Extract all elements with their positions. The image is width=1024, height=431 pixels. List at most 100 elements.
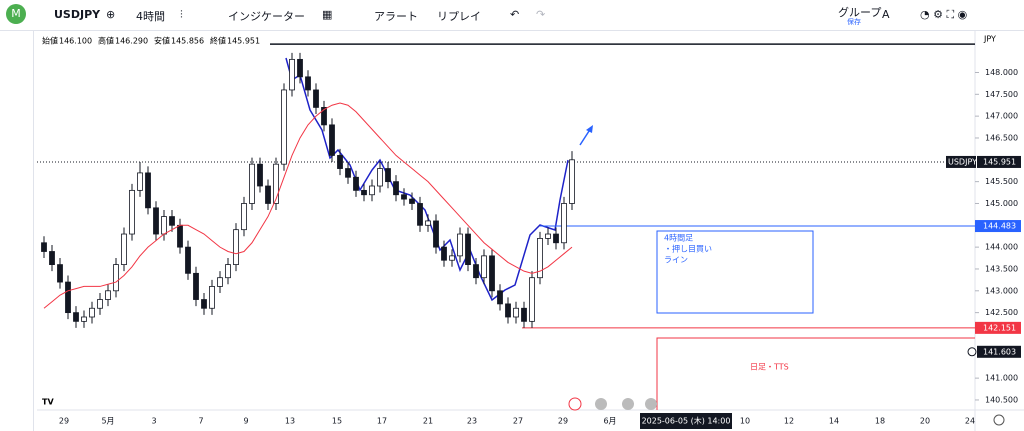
candle-body xyxy=(473,264,479,279)
candle-body xyxy=(241,203,247,231)
x-tick-label: 5月 xyxy=(101,417,114,426)
candle-body xyxy=(529,277,535,322)
candle-body xyxy=(41,242,47,252)
y-tick-label: 146.500 xyxy=(985,133,1018,142)
layouts[interactable]: ▦ xyxy=(322,8,333,21)
y-tick-label: 147.500 xyxy=(985,90,1018,99)
annotation-box xyxy=(656,230,814,314)
candle-body xyxy=(97,299,103,309)
drawing-toolbar xyxy=(0,31,34,431)
group-save[interactable]: 保存 xyxy=(847,18,861,26)
candle-body xyxy=(521,307,527,322)
ohlc-label: 高値 xyxy=(98,36,114,46)
ohlc-label: 終値 xyxy=(210,36,226,46)
currency[interactable]: JPY xyxy=(983,35,996,44)
crosshair-price: 141.603 xyxy=(983,347,1016,356)
price-label: 142.151 xyxy=(983,323,1016,332)
candle-body xyxy=(465,233,471,266)
candle-body xyxy=(433,220,439,248)
x-tick-label: 20 xyxy=(920,417,930,426)
candle-body xyxy=(209,286,215,309)
price-label-bg xyxy=(975,220,1021,233)
group[interactable]: グループ xyxy=(838,6,882,19)
annotation-box xyxy=(656,337,975,410)
indicators[interactable]: インジケーター xyxy=(228,10,305,23)
candle-body xyxy=(369,185,375,196)
candle-body xyxy=(569,159,575,204)
event-icon[interactable] xyxy=(645,398,657,410)
tools[interactable]: ◔ ⚙ ⛶ ◉ xyxy=(920,8,968,21)
candle-body xyxy=(129,189,135,235)
candle-body xyxy=(201,299,207,309)
candle-body xyxy=(225,264,231,279)
candle-body xyxy=(361,189,367,196)
candle-body xyxy=(385,168,391,183)
symbol-label: USDJPY xyxy=(948,157,977,166)
candle-body xyxy=(161,216,167,235)
event-icon[interactable] xyxy=(622,398,634,410)
annotation: 4時間足 xyxy=(664,234,693,243)
y-tick-label: 141.000 xyxy=(985,374,1018,383)
candle-body xyxy=(313,89,319,108)
avatar[interactable]: M xyxy=(6,4,26,24)
y-tick-label: 145.500 xyxy=(985,177,1018,186)
y-tick-label: 144.000 xyxy=(985,243,1018,252)
add-symbol[interactable]: ⊕ xyxy=(106,8,116,21)
crosshair-plus xyxy=(967,347,977,357)
ohlc-label: 安値 xyxy=(154,36,170,46)
candle-body xyxy=(153,207,159,235)
x-tick-label: 6月 xyxy=(603,417,616,426)
candle-body xyxy=(49,251,55,266)
crosshair-date-bg xyxy=(640,413,732,429)
candle-body xyxy=(457,233,463,257)
x-tick-label: 15 xyxy=(332,417,342,426)
candle-body xyxy=(561,203,567,244)
candle-body xyxy=(233,229,239,266)
y-tick-label: 140.500 xyxy=(985,395,1018,404)
candle-body xyxy=(321,107,327,126)
ohlc-value: 146.100 xyxy=(59,37,92,46)
y-tick-label: 148.000 xyxy=(985,68,1018,77)
undo[interactable]: ↶ xyxy=(510,8,520,21)
candle-body xyxy=(337,155,343,169)
candle-body xyxy=(425,220,431,226)
y-tick-label: 145.000 xyxy=(985,199,1018,208)
arrow-head xyxy=(586,125,593,133)
top-toolbar: M USDJPY ⊕ 4時間 ⫶ インジケーター ▦ アラート リプレイ ↶ ↷… xyxy=(0,0,1024,31)
logo: TV xyxy=(42,398,54,407)
candle-body xyxy=(121,233,127,266)
price-label: 145.951 xyxy=(983,157,1016,166)
y-tick-label: 143.000 xyxy=(985,286,1018,295)
candle-body xyxy=(81,316,87,322)
candle-body xyxy=(89,307,95,318)
trend-line xyxy=(285,57,569,302)
candle-body xyxy=(105,290,111,300)
candle-body xyxy=(513,307,519,318)
candle-body xyxy=(497,290,503,305)
alert[interactable]: アラート xyxy=(374,10,418,23)
candle-body xyxy=(297,58,303,78)
event-icon[interactable] xyxy=(595,398,607,410)
chart-style[interactable]: ⫶ xyxy=(180,8,183,21)
candle-body xyxy=(265,185,271,204)
x-tick-label: 29 xyxy=(558,417,568,426)
settings[interactable] xyxy=(993,414,1005,426)
candle-body xyxy=(441,246,447,261)
x-tick-label: 23 xyxy=(467,417,477,426)
ohlc-label: 始値 xyxy=(42,36,58,46)
redo[interactable]: ↷ xyxy=(536,8,546,21)
replay[interactable]: リプレイ xyxy=(437,10,481,23)
interval[interactable]: 4時間 xyxy=(136,10,165,23)
candle-body xyxy=(273,163,279,204)
x-tick-label: 10 xyxy=(740,417,750,426)
symbol[interactable]: USDJPY xyxy=(54,8,101,21)
event-icon[interactable] xyxy=(568,397,582,411)
font[interactable]: A xyxy=(882,8,890,21)
x-tick-label: 7 xyxy=(198,417,203,426)
candle-body xyxy=(545,233,551,239)
candle-body xyxy=(193,272,199,300)
x-tick-label: 14 xyxy=(829,417,839,426)
x-tick-label: 29 xyxy=(59,417,69,426)
annotation: 日足・TTS xyxy=(750,363,789,372)
